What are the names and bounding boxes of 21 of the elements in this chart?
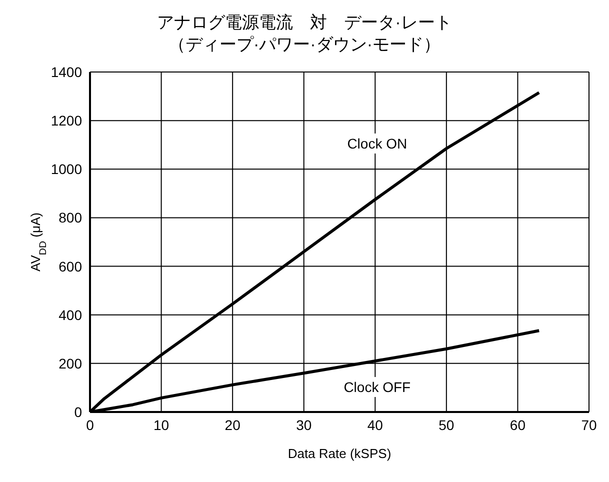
y-tick-label: 1000	[50, 161, 82, 178]
x-tick-label: 30	[296, 416, 312, 433]
x-tick-label: 70	[581, 416, 597, 433]
y-tick-label: 1200	[50, 112, 82, 129]
series-label: Clock OFF	[344, 379, 411, 395]
x-axis-title: Data Rate (kSPS)	[288, 446, 392, 461]
x-tick-label: 10	[153, 416, 170, 433]
x-tick-label: 0	[86, 416, 94, 433]
chart-subtitle: （ディープ·パワー·ダウン·モード）	[168, 34, 442, 56]
y-tick-label: 200	[58, 355, 82, 372]
x-tick-label: 40	[367, 416, 384, 433]
y-tick-label: 600	[58, 258, 82, 274]
y-tick-label: 400	[58, 306, 82, 323]
x-tick-label: 60	[510, 416, 526, 433]
x-tick-label: 20	[224, 416, 241, 433]
x-tick-label: 50	[438, 416, 454, 433]
y-tick-label: 1400	[50, 64, 82, 80]
y-tick-label: 800	[58, 210, 82, 226]
series-label: Clock ON	[347, 136, 408, 152]
chart-title: アナログ電源電流 対 データ·レート	[156, 12, 453, 34]
y-tick-label: 0	[74, 404, 82, 420]
